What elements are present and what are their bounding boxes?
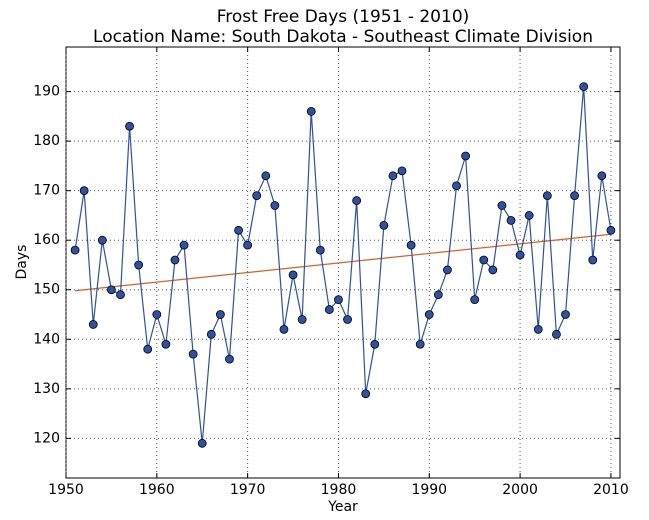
data-point [334, 295, 343, 305]
data-point [297, 315, 307, 324]
x-tick-label: 2000 [502, 482, 538, 498]
data-point [161, 339, 171, 349]
data-point [234, 225, 243, 235]
data-point [579, 82, 589, 92]
data-point [125, 121, 134, 131]
data-point [479, 255, 489, 265]
data-point [279, 324, 289, 334]
data-point [215, 310, 225, 319]
data-point [270, 201, 280, 210]
x-tick-label: 1970 [230, 482, 266, 498]
data-point [306, 107, 316, 116]
chart-title: Frost Free Days (1951 - 2010) [217, 7, 470, 27]
data-point [352, 196, 362, 205]
data-point [97, 235, 107, 245]
data-point [143, 344, 153, 354]
data-point [343, 315, 352, 324]
data-point [424, 310, 434, 319]
data-point [252, 191, 262, 201]
data-point [461, 151, 471, 161]
data-point [134, 260, 144, 270]
data-point [179, 240, 189, 250]
data-point [433, 290, 443, 300]
data-point [206, 329, 216, 339]
data-point [379, 220, 389, 230]
data-point [197, 438, 207, 448]
data-point [497, 201, 507, 210]
x-tick-label: 2010 [593, 482, 629, 498]
x-tick-label: 1990 [411, 482, 447, 498]
data-point [388, 171, 398, 181]
data-point [533, 324, 543, 334]
data-point [88, 320, 98, 329]
data-point [361, 389, 371, 399]
data-point [370, 339, 380, 349]
x-axis-label: Year [327, 499, 358, 515]
data-point [79, 186, 89, 196]
data-point [152, 310, 162, 319]
trend-line [75, 233, 611, 292]
chart-subtitle: Location Name: South Dakota - Southeast … [93, 27, 593, 47]
data-point [524, 211, 534, 220]
data-point [261, 171, 271, 181]
x-tick-label: 1950 [48, 482, 84, 498]
data-point [552, 329, 561, 339]
y-tick-label: 120 [33, 430, 60, 446]
y-tick-label: 170 [33, 183, 60, 199]
data-point [443, 265, 452, 275]
data-point [170, 255, 180, 265]
y-axis-label: Days [14, 245, 30, 280]
data-point [116, 290, 125, 300]
data-point [324, 305, 334, 314]
x-tick-label: 1980 [321, 482, 357, 498]
y-tick-label: 150 [33, 282, 60, 298]
data-point [406, 240, 416, 250]
data-point [488, 265, 498, 275]
data-point [606, 225, 616, 235]
plot-frame [65, 46, 621, 479]
data-point [588, 255, 598, 265]
data-point [288, 270, 298, 280]
data-point [397, 166, 407, 176]
y-tick-label: 160 [33, 232, 60, 248]
data-point [188, 349, 198, 359]
data-point [515, 250, 525, 260]
x-tick-label: 1960 [139, 482, 175, 498]
data-point [597, 171, 607, 181]
data-point [225, 354, 234, 364]
data-point [470, 295, 480, 305]
data-point [570, 191, 579, 201]
data-point [243, 240, 253, 250]
data-point [506, 215, 516, 225]
y-tick-label: 180 [33, 133, 60, 149]
data-point [542, 191, 552, 201]
data-line [74, 86, 612, 444]
y-tick-label: 140 [33, 331, 60, 347]
data-point [415, 339, 425, 349]
data-point [561, 310, 570, 319]
data-point [70, 245, 80, 255]
data-point [452, 181, 461, 191]
data-point [107, 285, 116, 295]
y-tick-label: 190 [33, 84, 60, 100]
data-point [315, 245, 325, 255]
y-tick-label: 130 [33, 381, 60, 397]
